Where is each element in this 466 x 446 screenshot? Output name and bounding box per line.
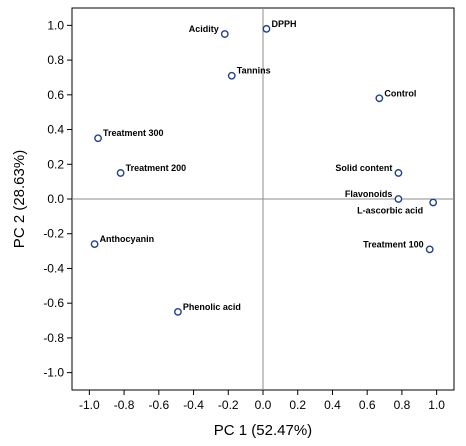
data-point — [220, 30, 229, 38]
y-tick-label: 0.2 — [47, 157, 64, 171]
data-point — [262, 24, 271, 33]
x-tick-label: 0.6 — [359, 398, 376, 412]
point-label: Flavonoids — [345, 189, 393, 199]
point-label: Treatment 300 — [103, 128, 164, 138]
data-point — [94, 134, 102, 143]
x-tick-label: 0.0 — [255, 398, 272, 412]
x-tick-label: -0.2 — [218, 398, 239, 412]
data-point — [116, 169, 125, 177]
data-point — [227, 71, 236, 80]
x-tick-label: 1.0 — [428, 398, 445, 412]
y-tick-label: -0.6 — [43, 296, 64, 310]
y-axis: -1.0 -0.8 -0.6 -0.4 -0.2 0.0 0.2 0.4 0.6 0.8 1.0 — [43, 18, 72, 380]
point-label: Acidity — [189, 24, 219, 34]
x-tick-label: 0.4 — [324, 398, 341, 412]
x-tick-label: 0.2 — [289, 398, 306, 412]
y-tick-label: -1.0 — [43, 366, 64, 380]
point-label: L-ascorbic acid — [357, 205, 423, 215]
data-point — [90, 240, 99, 249]
point-label: Treatment 200 — [126, 163, 187, 173]
x-tick-label: -0.8 — [114, 398, 135, 412]
point-label: Control — [384, 88, 416, 98]
x-tick-label: -1.0 — [79, 398, 100, 412]
point-label: DPPH — [271, 19, 296, 29]
data-point — [394, 195, 403, 203]
y-tick-label: -0.4 — [43, 261, 64, 275]
reference-lines — [72, 8, 454, 390]
y-tick-label: 0.6 — [47, 88, 64, 102]
data-point — [425, 245, 434, 254]
x-tick-label: -0.6 — [148, 398, 169, 412]
data-points: DPPH Acidity Tannins Control Treatment 300 Tr… — [90, 19, 438, 316]
data-point — [174, 307, 182, 316]
y-axis-title: PC 2 (28.63%) — [11, 150, 28, 248]
point-label: Tannins — [237, 66, 271, 76]
data-point — [394, 169, 403, 177]
y-tick-label: 0.0 — [47, 192, 64, 206]
data-point — [429, 198, 438, 207]
data-point — [375, 94, 384, 103]
x-tick-label: -0.4 — [183, 398, 204, 412]
y-tick-label: 0.8 — [47, 53, 64, 67]
x-tick-label: 0.8 — [394, 398, 411, 412]
x-axis: -1.0 -0.8 -0.6 -0.4 -0.2 0.0 0.2 0.4 0.6 0.8 1.0 — [79, 390, 445, 412]
y-tick-label: 0.4 — [47, 123, 64, 137]
x-axis-title: PC 1 (52.47%) — [214, 422, 312, 439]
point-label: Treatment 100 — [363, 239, 424, 249]
point-label: Anthocyanin — [100, 234, 155, 244]
y-tick-label: -0.2 — [43, 227, 64, 241]
y-tick-label: -0.8 — [43, 331, 64, 345]
point-label: Phenolic acid — [183, 302, 241, 312]
point-label: Solid content — [335, 163, 392, 173]
y-tick-label: 1.0 — [47, 18, 64, 32]
